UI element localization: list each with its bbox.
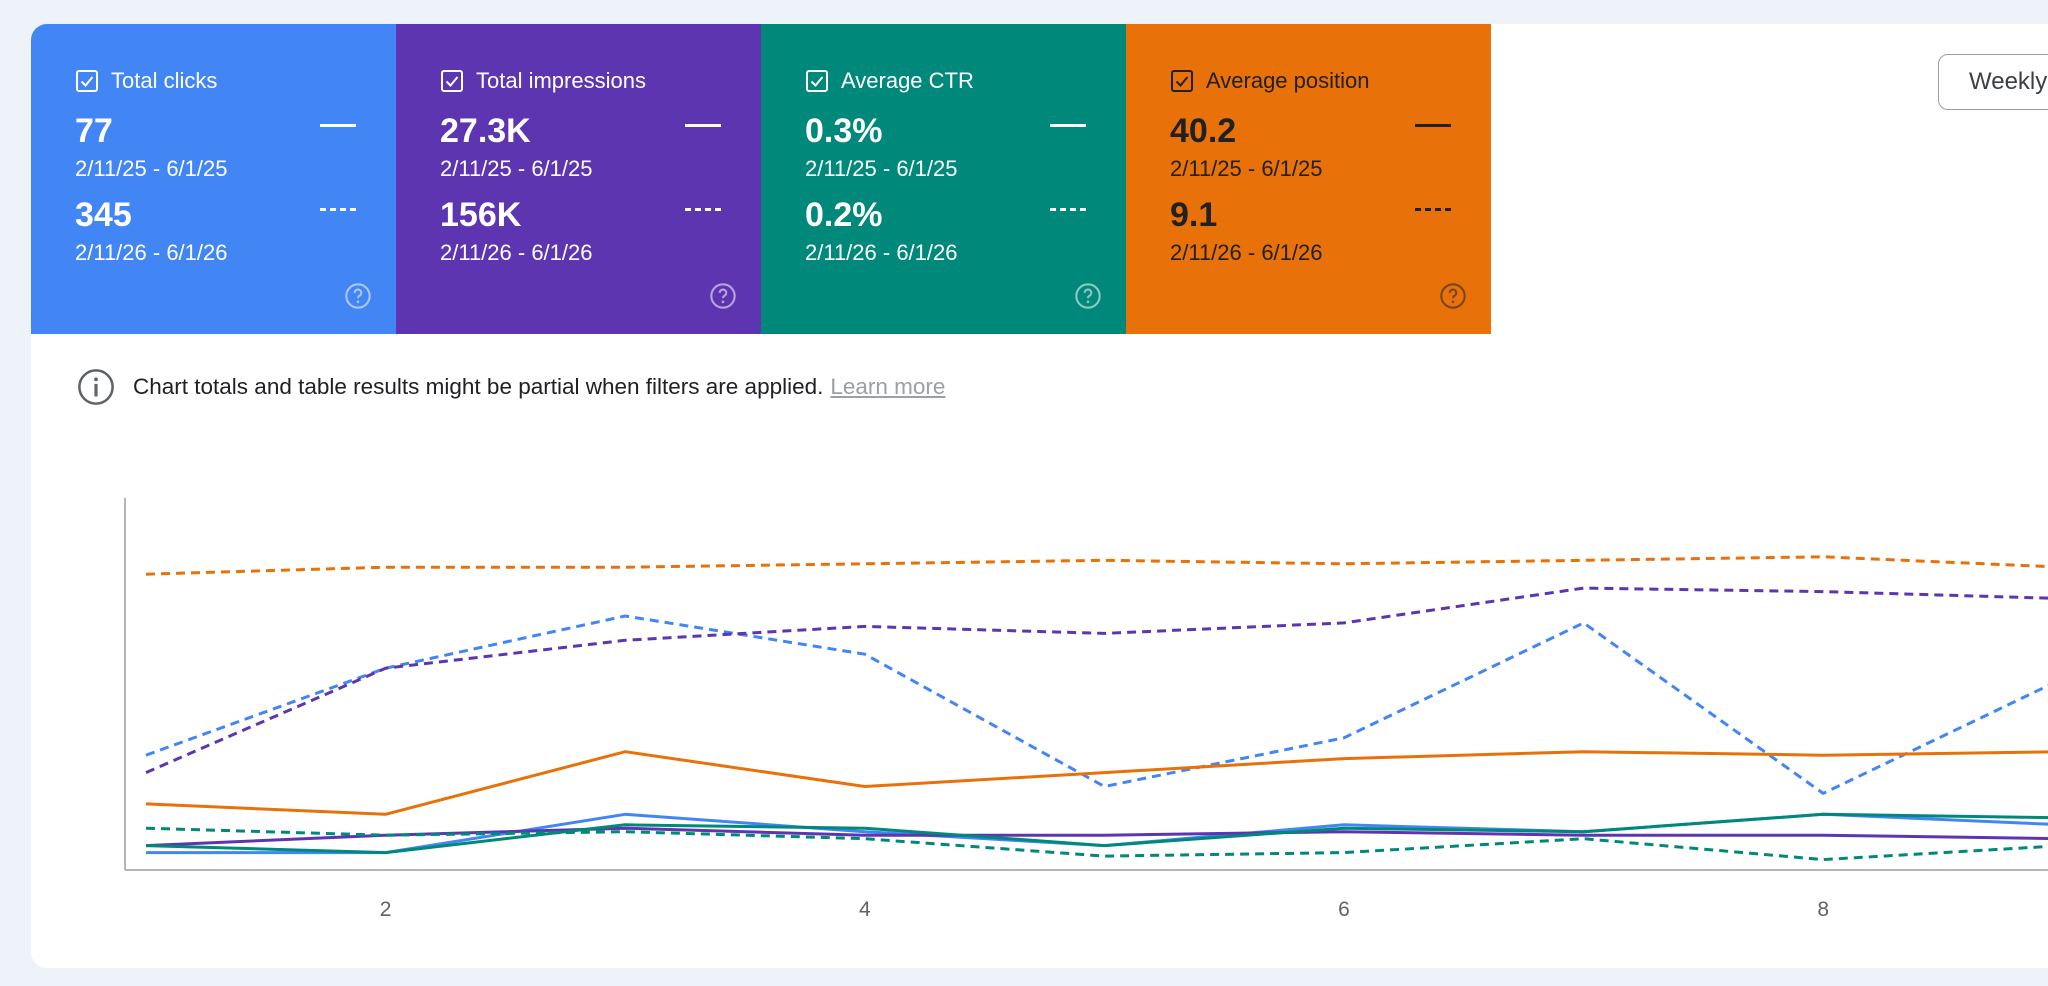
checkbox-checked-icon[interactable] (440, 69, 464, 93)
compare-value: 0.2% (805, 196, 883, 234)
granularity-dropdown[interactable]: Weekly (1938, 54, 2048, 110)
dashed-line-legend-icon (1415, 208, 1451, 211)
compare-value: 156K (440, 196, 522, 234)
card-label: Total clicks (111, 68, 218, 93)
clicks-dashed-series-line (145, 614, 2048, 795)
solid-line-legend-icon (685, 124, 721, 127)
help-icon[interactable] (344, 282, 372, 310)
card-average-position[interactable]: Average position 40.2 2/11/25 - 6/1/25 9… (1126, 24, 1491, 334)
metric-cards: Total clicks 77 2/11/25 - 6/1/25 345 2/1… (31, 24, 1491, 334)
current-range: 2/11/25 - 6/1/25 (805, 156, 958, 181)
notice-text: Chart totals and table results might be … (133, 374, 824, 399)
compare-range: 2/11/26 - 6/1/26 (805, 240, 958, 265)
current-value: 40.2 (1170, 112, 1237, 150)
x-tick-label: 4 (859, 898, 871, 921)
solid-line-legend-icon (1415, 124, 1451, 127)
current-value: 27.3K (440, 112, 531, 150)
compare-range: 2/11/26 - 6/1/26 (440, 240, 593, 265)
dashed-line-legend-icon (1050, 208, 1086, 211)
help-icon[interactable] (1439, 282, 1467, 310)
card-average-ctr[interactable]: Average CTR 0.3% 2/11/25 - 6/1/25 0.2% 2… (761, 24, 1126, 334)
ctr-dashed-series-line (145, 826, 2048, 862)
impressions-dashed-series-line (145, 586, 2048, 774)
x-tick-label: 2 (380, 898, 392, 921)
checkbox-checked-icon[interactable] (1170, 69, 1194, 93)
info-icon (78, 369, 114, 405)
help-icon[interactable] (1074, 282, 1102, 310)
current-range: 2/11/25 - 6/1/25 (75, 156, 228, 181)
compare-range: 2/11/26 - 6/1/26 (1170, 240, 1323, 265)
ctr-solid-series-line (145, 812, 2048, 855)
current-value: 0.3% (805, 112, 883, 150)
current-value: 77 (75, 112, 113, 150)
card-label: Total impressions (476, 68, 646, 93)
dashed-line-legend-icon (320, 208, 356, 211)
impressions-solid-series-line (145, 826, 2048, 848)
current-range: 2/11/25 - 6/1/25 (440, 156, 593, 181)
card-total-clicks[interactable]: Total clicks 77 2/11/25 - 6/1/25 345 2/1… (31, 24, 396, 334)
learn-more-link[interactable]: Learn more (830, 374, 946, 399)
checkbox-checked-icon[interactable] (75, 69, 99, 93)
dashed-line-legend-icon (685, 208, 721, 211)
card-label: Average CTR (841, 68, 974, 93)
compare-range: 2/11/26 - 6/1/26 (75, 240, 228, 265)
solid-line-legend-icon (320, 124, 356, 127)
checkbox-checked-icon[interactable] (805, 69, 829, 93)
x-tick-label: 6 (1338, 898, 1350, 921)
solid-line-legend-icon (1050, 124, 1086, 127)
performance-chart: 246810121416 (124, 498, 2048, 921)
compare-value: 345 (75, 196, 132, 234)
help-icon[interactable] (709, 282, 737, 310)
card-total-impressions[interactable]: Total impressions 27.3K 2/11/25 - 6/1/25… (396, 24, 761, 334)
x-tick-label: 8 (1817, 898, 1829, 921)
card-label: Average position (1206, 68, 1370, 93)
filter-notice: Chart totals and table results might be … (77, 368, 945, 406)
position-dashed-series-line (145, 555, 2048, 576)
compare-value: 9.1 (1170, 196, 1218, 234)
performance-panel: Total clicks 77 2/11/25 - 6/1/25 345 2/1… (31, 24, 2048, 968)
current-range: 2/11/25 - 6/1/25 (1170, 156, 1323, 181)
position-solid-series-line (145, 750, 2048, 816)
